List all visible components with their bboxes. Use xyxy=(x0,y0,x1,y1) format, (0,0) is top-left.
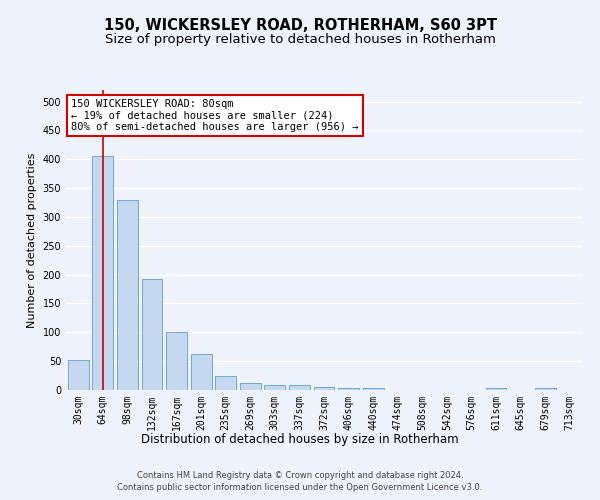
Bar xyxy=(535,388,556,390)
Bar xyxy=(117,200,138,390)
Bar xyxy=(289,386,310,390)
Text: 150, WICKERSLEY ROAD, ROTHERHAM, S60 3PT: 150, WICKERSLEY ROAD, ROTHERHAM, S60 3PT xyxy=(104,18,497,32)
Text: 150 WICKERSLEY ROAD: 80sqm
← 19% of detached houses are smaller (224)
80% of sem: 150 WICKERSLEY ROAD: 80sqm ← 19% of deta… xyxy=(71,99,359,132)
Bar xyxy=(92,156,113,390)
Bar xyxy=(142,278,163,390)
Text: Distribution of detached houses by size in Rotherham: Distribution of detached houses by size … xyxy=(141,432,459,446)
Bar xyxy=(191,354,212,390)
Bar xyxy=(166,332,187,390)
Bar xyxy=(338,388,359,390)
Bar xyxy=(314,386,334,390)
Bar xyxy=(362,388,383,390)
Bar xyxy=(215,376,236,390)
Bar xyxy=(265,386,286,390)
Bar xyxy=(68,360,89,390)
Bar xyxy=(240,382,261,390)
Text: Contains public sector information licensed under the Open Government Licence v3: Contains public sector information licen… xyxy=(118,484,482,492)
Bar xyxy=(485,388,506,390)
Text: Size of property relative to detached houses in Rotherham: Size of property relative to detached ho… xyxy=(104,32,496,46)
Y-axis label: Number of detached properties: Number of detached properties xyxy=(27,152,37,328)
Text: Contains HM Land Registry data © Crown copyright and database right 2024.: Contains HM Land Registry data © Crown c… xyxy=(137,471,463,480)
